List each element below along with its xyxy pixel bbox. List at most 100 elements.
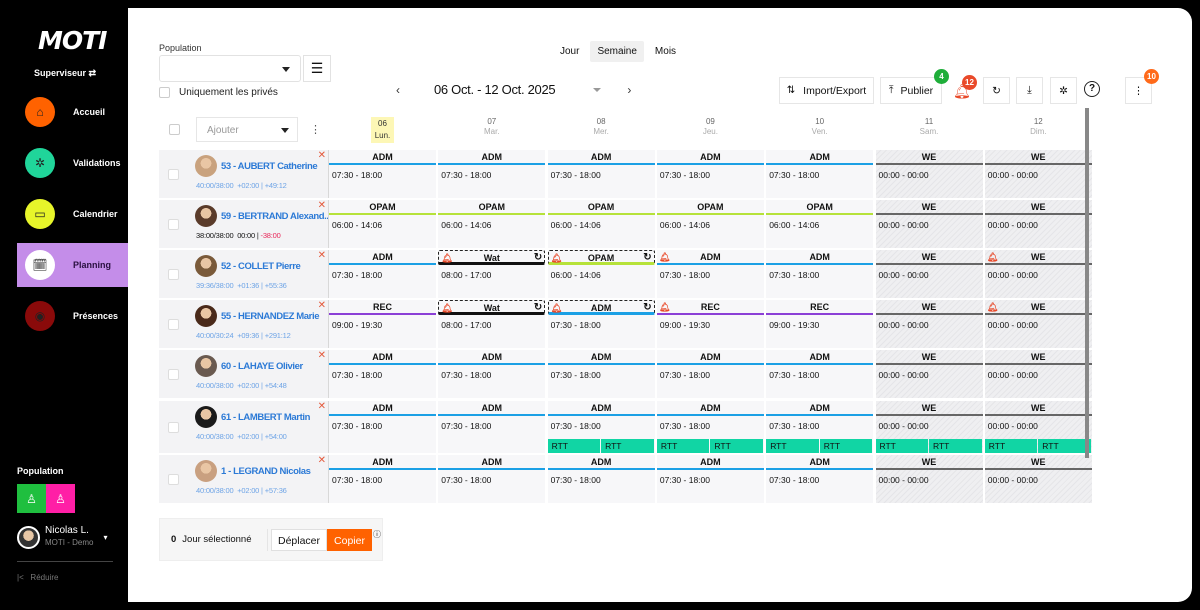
shift-cell[interactable]: WE 00:00 - 00:00 xyxy=(875,350,983,398)
remove-icon[interactable]: ✕ xyxy=(317,150,326,161)
tab-semaine[interactable]: Semaine xyxy=(590,41,644,62)
sidebar-item-accueil[interactable]: ⌂ Accueil xyxy=(17,90,128,134)
shift-cell[interactable]: ADM 07:30 - 18:00 xyxy=(547,150,655,198)
role-switcher[interactable]: Superviseur ⇄ xyxy=(34,68,97,78)
shift-cell[interactable]: WE 00:00 - 00:00 xyxy=(984,200,1092,248)
day-header[interactable]: 07 Mar. xyxy=(438,117,545,137)
shift-cell[interactable]: ADM 07:30 - 18:00 xyxy=(438,150,546,198)
shift-cell[interactable]: ADM 07:30 - 18:00 RTT RTT xyxy=(547,401,655,453)
shift-cell[interactable]: ADM 07:30 - 18:00 xyxy=(766,150,874,198)
day-header[interactable]: 08 Mer. xyxy=(548,117,655,137)
rtt-badge[interactable]: RTT xyxy=(929,439,982,453)
help-icon[interactable]: ? xyxy=(1084,81,1100,97)
private-only-checkbox[interactable] xyxy=(159,87,170,98)
remove-icon[interactable]: ✕ xyxy=(317,401,326,412)
shift-cell[interactable]: ADM 07:30 - 18:00 xyxy=(766,250,874,298)
shift-cell[interactable]: ADM 07:30 - 18:00 xyxy=(656,350,764,398)
private-only-toggle[interactable]: Uniquement les privés xyxy=(159,87,278,98)
next-week-button[interactable]: › xyxy=(627,82,632,97)
shift-cell[interactable]: WE 00:00 - 00:00 xyxy=(875,200,983,248)
employee-name[interactable]: 61 - LAMBERT Martin xyxy=(221,412,310,423)
shift-cell[interactable]: 🔔︎ WE 00:00 - 00:00 xyxy=(984,250,1092,298)
tab-jour[interactable]: Jour xyxy=(560,46,580,57)
shift-cell[interactable]: OPAM 06:00 - 14:06 xyxy=(329,200,436,248)
copy-button[interactable]: Copier xyxy=(327,528,372,551)
rtt-badge[interactable]: RTT xyxy=(710,439,763,453)
user-menu[interactable]: Nicolas L. MOTI - Demo ▾ xyxy=(17,525,107,549)
shift-cell[interactable]: ADM 07:30 - 18:00 RTT RTT xyxy=(656,401,764,453)
shift-cell[interactable]: OPAM 06:00 - 14:06 xyxy=(766,200,874,248)
day-header[interactable]: 06 Lun. xyxy=(329,117,436,143)
shift-cell[interactable]: ADM 07:30 - 18:00 xyxy=(329,250,436,298)
row-checkbox[interactable] xyxy=(168,474,179,485)
shift-cell[interactable]: OPAM 06:00 - 14:06 xyxy=(547,200,655,248)
employee-name[interactable]: 53 - AUBERT Catherine xyxy=(221,161,318,172)
shift-cell[interactable]: ADM 07:30 - 18:00 xyxy=(656,150,764,198)
tab-mois[interactable]: Mois xyxy=(654,46,677,57)
remove-icon[interactable]: ✕ xyxy=(317,250,326,261)
row-checkbox[interactable] xyxy=(168,169,179,180)
collapse-button[interactable]: |< Réduire xyxy=(17,573,58,582)
shift-cell[interactable]: WE 00:00 - 00:00 xyxy=(984,350,1092,398)
move-button[interactable]: Déplacer xyxy=(271,528,328,551)
shift-cell[interactable]: OPAM 06:00 - 14:06 xyxy=(438,200,546,248)
employee-name[interactable]: 55 - HERNANDEZ Marie xyxy=(221,311,320,322)
shift-cell[interactable]: OPAM 06:00 - 14:06 xyxy=(656,200,764,248)
shift-cell[interactable]: ADM 07:30 - 18:00 xyxy=(329,401,436,453)
rtt-badge[interactable]: RTT xyxy=(984,439,1038,453)
shift-cell[interactable]: REC 09:00 - 19:30 xyxy=(329,300,436,348)
shift-cell[interactable]: WE 00:00 - 00:00 xyxy=(875,250,983,298)
shift-cell[interactable]: WE 00:00 - 00:00 RTT RTT xyxy=(984,401,1092,453)
row-checkbox[interactable] xyxy=(168,422,179,433)
shift-cell[interactable]: ADM 07:30 - 18:00 RTT RTT xyxy=(766,401,874,453)
sidebar-item-presences[interactable]: ◉ Présences xyxy=(17,294,128,338)
shift-cell[interactable]: ADM 07:30 - 18:00 xyxy=(438,401,546,453)
sidebar-item-planning[interactable]: 🗓 Planning xyxy=(17,243,128,287)
shift-cell[interactable]: ADM 07:30 - 18:00 xyxy=(766,350,874,398)
shift-cell[interactable]: WE 00:00 - 00:00 xyxy=(875,150,983,198)
remove-icon[interactable]: ✕ xyxy=(317,455,326,466)
sidebar-item-validations[interactable]: ✲ Validations xyxy=(17,141,128,185)
shift-cell[interactable]: ADM 07:30 - 18:00 xyxy=(438,350,546,398)
remove-icon[interactable]: ✕ xyxy=(317,200,326,211)
rtt-badge[interactable]: RTT xyxy=(656,439,710,453)
kebab-icon[interactable]: ⋮ xyxy=(310,124,321,136)
select-all-checkbox[interactable] xyxy=(169,124,180,135)
network-button[interactable]: ✲ xyxy=(1050,77,1077,104)
employee-name[interactable]: 60 - LAHAYE Olivier xyxy=(221,361,303,372)
day-header[interactable]: 12 Dim. xyxy=(985,117,1092,137)
shift-cell[interactable]: WE 00:00 - 00:00 xyxy=(984,455,1092,503)
shift-cell[interactable]: ADM 07:30 - 18:00 xyxy=(547,455,655,503)
shift-cell[interactable]: ADM 07:30 - 18:00 xyxy=(438,455,546,503)
sidebar-item-calendrier[interactable]: ▭ Calendrier xyxy=(17,192,128,236)
vertical-scrollbar[interactable] xyxy=(1085,108,1089,458)
row-checkbox[interactable] xyxy=(168,319,179,330)
shift-cell[interactable]: ADM 07:30 - 18:00 xyxy=(656,455,764,503)
rtt-badge[interactable]: RTT xyxy=(766,439,819,453)
employee-name[interactable]: 59 - BERTRAND Alexand... xyxy=(221,211,331,222)
employee-name[interactable]: 52 - COLLET Pierre xyxy=(221,261,301,272)
rtt-badge[interactable]: RTT xyxy=(819,439,873,453)
remove-icon[interactable]: ✕ xyxy=(317,300,326,311)
row-checkbox[interactable] xyxy=(168,219,179,230)
info-icon[interactable]: ⓘ xyxy=(373,530,381,539)
date-dropdown-icon[interactable] xyxy=(593,87,602,92)
shift-cell[interactable]: ADM 07:30 - 18:00 xyxy=(329,455,436,503)
shift-cell[interactable]: 🔔︎ Wat ↻ 08:00 - 17:00 xyxy=(438,250,546,298)
day-header[interactable]: 09 Jeu. xyxy=(657,117,764,137)
shift-cell[interactable]: 🔔︎ ADM ↻ 07:30 - 18:00 xyxy=(547,300,655,348)
shift-cell[interactable]: ADM 07:30 - 18:00 xyxy=(329,350,436,398)
rtt-badge[interactable]: RTT xyxy=(601,439,654,453)
shift-cell[interactable]: ADM 07:30 - 18:00 xyxy=(766,455,874,503)
shift-cell[interactable]: WE 00:00 - 00:00 xyxy=(875,300,983,348)
prev-week-button[interactable]: ‹ xyxy=(396,82,400,97)
shift-cell[interactable]: ADM 07:30 - 18:00 xyxy=(329,150,436,198)
population-button-green[interactable]: ♙ xyxy=(17,484,46,513)
shift-cell[interactable]: 🔔︎ ADM 07:30 - 18:00 xyxy=(656,250,764,298)
day-header[interactable]: 10 Ven. xyxy=(766,117,873,137)
rtt-badge[interactable]: RTT xyxy=(875,439,928,453)
add-select[interactable]: Ajouter xyxy=(196,117,298,142)
shift-cell[interactable]: 🔔︎ Wat ↻ 08:00 - 17:00 xyxy=(438,300,546,348)
row-checkbox[interactable] xyxy=(168,269,179,280)
download-button[interactable]: ⤓ xyxy=(1016,77,1043,104)
